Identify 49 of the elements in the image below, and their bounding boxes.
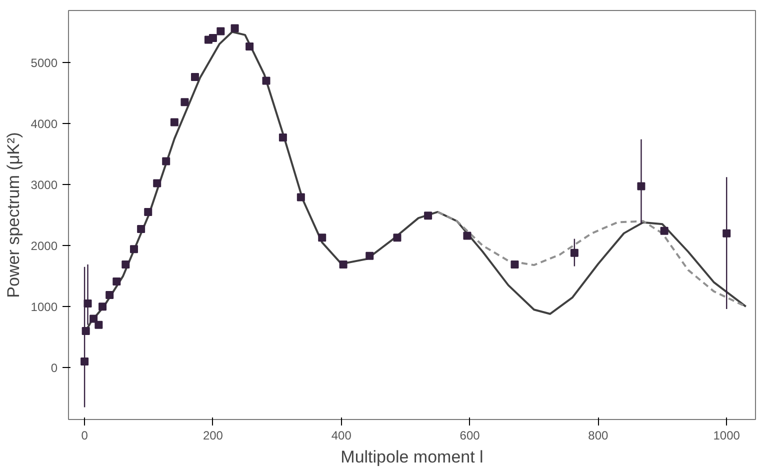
point [144, 208, 152, 216]
point [84, 300, 92, 308]
point [318, 234, 326, 242]
y-axis-title: Power spectrum (μK²) [4, 132, 23, 298]
point [424, 212, 432, 220]
x-tick-label: 1000 [713, 428, 740, 442]
point [216, 27, 225, 36]
point [463, 232, 472, 240]
point [246, 42, 254, 51]
point [153, 179, 162, 188]
point [230, 24, 239, 32]
point [80, 358, 89, 366]
point [90, 314, 98, 323]
x-tick-label: 400 [331, 428, 352, 442]
point [262, 76, 270, 85]
point [98, 302, 107, 311]
point [170, 118, 178, 126]
point [510, 260, 519, 268]
point [208, 34, 217, 42]
y-tick-label: 2000 [30, 239, 58, 254]
point [112, 278, 121, 286]
point [366, 252, 374, 260]
point [82, 326, 90, 335]
point [190, 73, 199, 82]
point [570, 248, 578, 257]
point [137, 225, 146, 234]
y-tick-label: 1000 [30, 300, 58, 314]
y-tick-label: 3000 [30, 178, 58, 192]
point [278, 133, 287, 142]
point [180, 98, 189, 106]
point [162, 157, 170, 166]
point [637, 182, 646, 190]
x-tick-label: 200 [202, 428, 224, 442]
point [296, 193, 305, 202]
point [722, 229, 731, 238]
y-tick-label: 0 [50, 361, 58, 376]
x-tick-label: 0 [81, 428, 88, 442]
y-tick-label: 5000 [30, 56, 58, 70]
point [660, 226, 668, 235]
x-tick-label: 600 [460, 428, 480, 442]
point [106, 290, 114, 299]
point [94, 320, 103, 329]
y-tick-label: 4000 [30, 116, 58, 131]
x-tick-label: 800 [588, 428, 609, 442]
point [122, 260, 130, 268]
x-axis-title: Multipole moment l [340, 448, 484, 466]
point [130, 245, 138, 254]
point [339, 260, 348, 268]
point [393, 234, 402, 242]
